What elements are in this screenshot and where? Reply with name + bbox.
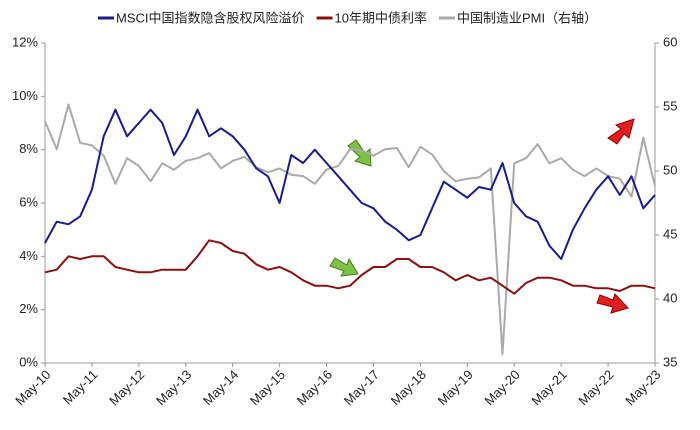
red-arrow [596, 293, 629, 314]
series-line [44, 108, 656, 260]
legend-label: 中国制造业PMI（右轴） [457, 10, 597, 25]
legend-label: 10年期中债利率 [335, 10, 427, 25]
y-tick-label: 8% [19, 141, 38, 156]
x-tick-label: May-21 [528, 367, 569, 408]
arrows [329, 118, 635, 314]
y2-tick-label: 40 [663, 290, 677, 305]
x-tick-label: May-11 [60, 367, 101, 408]
green-arrow [347, 139, 372, 167]
y-tick-label: 6% [19, 194, 38, 209]
y-tick-label: 2% [19, 301, 38, 316]
x-tick-label: May-20 [482, 367, 523, 408]
y2-tick-label: 50 [663, 162, 677, 177]
x-tick-label: May-19 [435, 367, 476, 408]
y-tick-label: 12% [12, 34, 38, 49]
series-line [44, 103, 656, 355]
green-arrow [329, 257, 359, 277]
x-tick-label: May-23 [622, 367, 663, 408]
x-tick-label: May-12 [106, 367, 147, 408]
y2-tick-label: 55 [663, 98, 677, 113]
x-tick-label: May-13 [153, 367, 194, 408]
x-tick-label: May-16 [294, 367, 335, 408]
y-tick-label: 10% [12, 88, 38, 103]
y2-tick-label: 35 [663, 354, 677, 369]
x-tick-label: May-18 [388, 367, 429, 408]
x-tick-label: May-15 [247, 367, 288, 408]
y2-tick-label: 60 [663, 34, 677, 49]
legend-label: MSCI中国指数隐含股权风险溢价 [116, 10, 305, 25]
series-line [44, 239, 656, 295]
x-tick-label: May-14 [200, 367, 241, 408]
y-tick-label: 0% [19, 354, 38, 369]
x-tick-label: May-22 [575, 367, 616, 408]
y2-tick-label: 45 [663, 226, 677, 241]
y-tick-label: 4% [19, 248, 38, 263]
x-tick-label: May-10 [12, 367, 53, 408]
red-arrow [607, 118, 635, 145]
x-tick-label: May-17 [341, 367, 382, 408]
